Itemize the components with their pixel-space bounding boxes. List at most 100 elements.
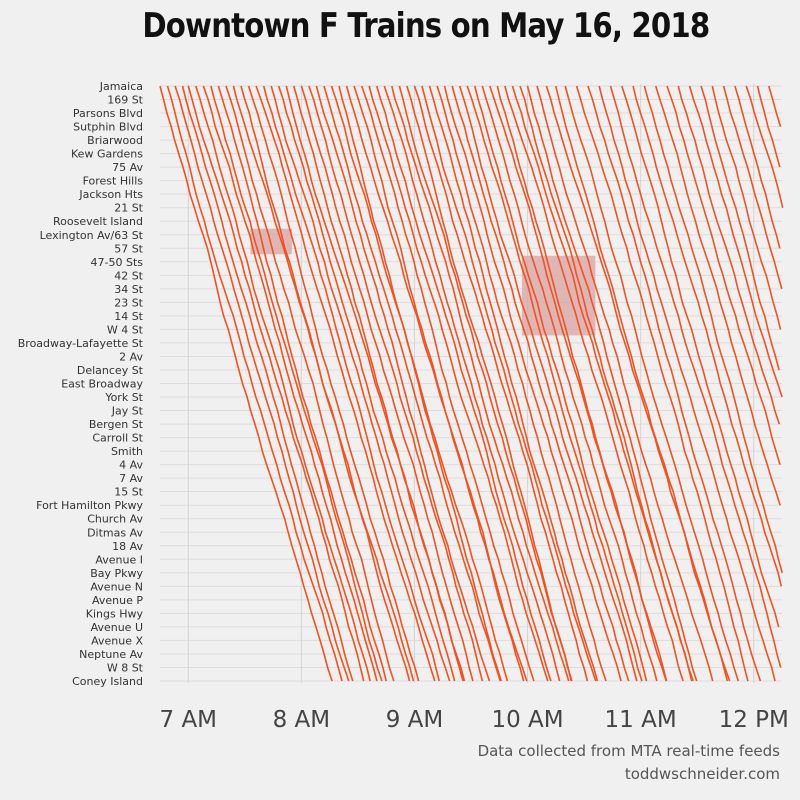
train-trip-line [187,85,365,682]
train-trip-line [166,85,343,682]
train-trip-line [768,85,782,127]
station-label: W 4 St [107,323,144,336]
train-trip-line [391,85,570,682]
station-label: 57 St [114,242,143,255]
train-trip-line [496,85,667,682]
station-label: Lexington Av/63 St [40,229,144,242]
station-label: Avenue U [91,621,143,634]
train-trip-line [519,85,693,682]
station-label: 2 Av [119,350,143,363]
station-label: Avenue I [95,553,143,566]
train-trip-line [159,85,333,682]
train-trip-line [323,85,502,682]
train-trip-line [174,85,350,682]
train-trip-line [451,85,630,682]
train-trip-line [756,85,781,168]
train-trip-line [598,85,776,682]
station-label: 21 St [114,202,143,215]
station-label: 34 St [114,283,143,296]
station-label: Bergen St [89,418,144,431]
train-trip-line [564,85,740,682]
train-trip-line [609,85,782,668]
station-label: Avenue X [91,634,143,647]
station-label: Delancey St [77,364,144,377]
station-label: Coney Island [72,675,143,688]
train-trip-line [360,85,535,682]
chart-title: Downtown F Trains on May 16, 2018 [142,6,710,46]
station-label: Avenue P [92,594,143,607]
train-trip-line [293,85,466,682]
station-label: Kew Gardens [71,148,143,161]
station-label: Smith [111,445,143,458]
train-trip-line [398,85,572,682]
train-trip-line [466,85,643,682]
train-trip-line [677,85,781,425]
train-trip-line [300,85,474,682]
train-trip-line [247,85,420,682]
train-layer [159,85,784,682]
train-trip-line [225,85,395,682]
train-trip-line [734,85,781,249]
train-trip-line [353,85,525,682]
train-trip-line [217,85,387,682]
station-label: 75 Av [112,161,143,174]
time-tick-label: 7 AM [160,707,218,733]
time-axis-labels: 7 AM 8 AM 9 AM 10 AM 11 AM 12 PM [160,707,789,733]
station-label: York St [104,391,143,404]
train-trip-line [654,85,781,506]
train-trip-line [383,85,561,682]
station-label: Bay Pkwy [90,567,143,580]
train-trip-line [315,85,491,682]
time-tick-label: 9 AM [386,707,444,733]
train-trip-line [666,85,781,465]
station-label: Forest Hills [83,175,144,188]
station-label: Ditmas Av [87,526,143,539]
train-trip-line [504,85,684,682]
train-trip-line [421,85,597,682]
train-trip-line [368,85,549,682]
station-label: Avenue N [90,580,143,593]
station-label: Broadway-Lafayette St [18,337,144,350]
station-label: Roosevelt Island [53,215,143,228]
time-tick-label: 8 AM [273,707,331,733]
train-trip-line [700,85,780,371]
train-trip-line [406,85,573,682]
station-label: Jackson Hts [78,188,143,201]
train-trip-line [621,85,780,628]
station-label: 4 Av [119,459,143,472]
station-label: 23 St [114,296,143,309]
train-trip-line [210,85,383,682]
station-label: Church Av [87,513,143,526]
train-trip-line [481,85,658,682]
train-trip-line [308,85,484,682]
train-trip-line [688,85,783,398]
station-label: Neptune Av [79,648,143,661]
station-label: East Broadway [61,378,143,391]
station-label: Jay St [111,405,144,418]
train-trip-line [711,85,782,330]
train-trip-line [277,85,456,682]
station-label: 47-50 Sts [91,256,144,269]
station-label: 42 St [114,269,143,282]
train-trip-line [587,85,762,682]
train-trip-line [255,85,436,682]
train-trip-line [436,85,607,682]
time-tick-label: 10 AM [491,707,563,733]
train-trip-line [722,85,783,290]
station-label: W 8 St [107,661,144,674]
station-label: 14 St [114,310,143,323]
train-trip-line [262,85,440,682]
train-trip-line [545,85,729,682]
train-trip-line [526,85,698,682]
train-trip-line [536,85,714,682]
train-trip-line [443,85,622,682]
station-label: Jamaica [99,80,143,93]
station-label: Sutphin Blvd [73,121,143,134]
train-trip-line [202,85,378,682]
train-trip-line [745,85,784,208]
train-trip-line [240,85,411,682]
station-label: Carroll St [92,432,143,445]
train-trip-line [643,85,784,574]
train-trip-line [376,85,552,682]
train-trip-line [632,85,783,587]
